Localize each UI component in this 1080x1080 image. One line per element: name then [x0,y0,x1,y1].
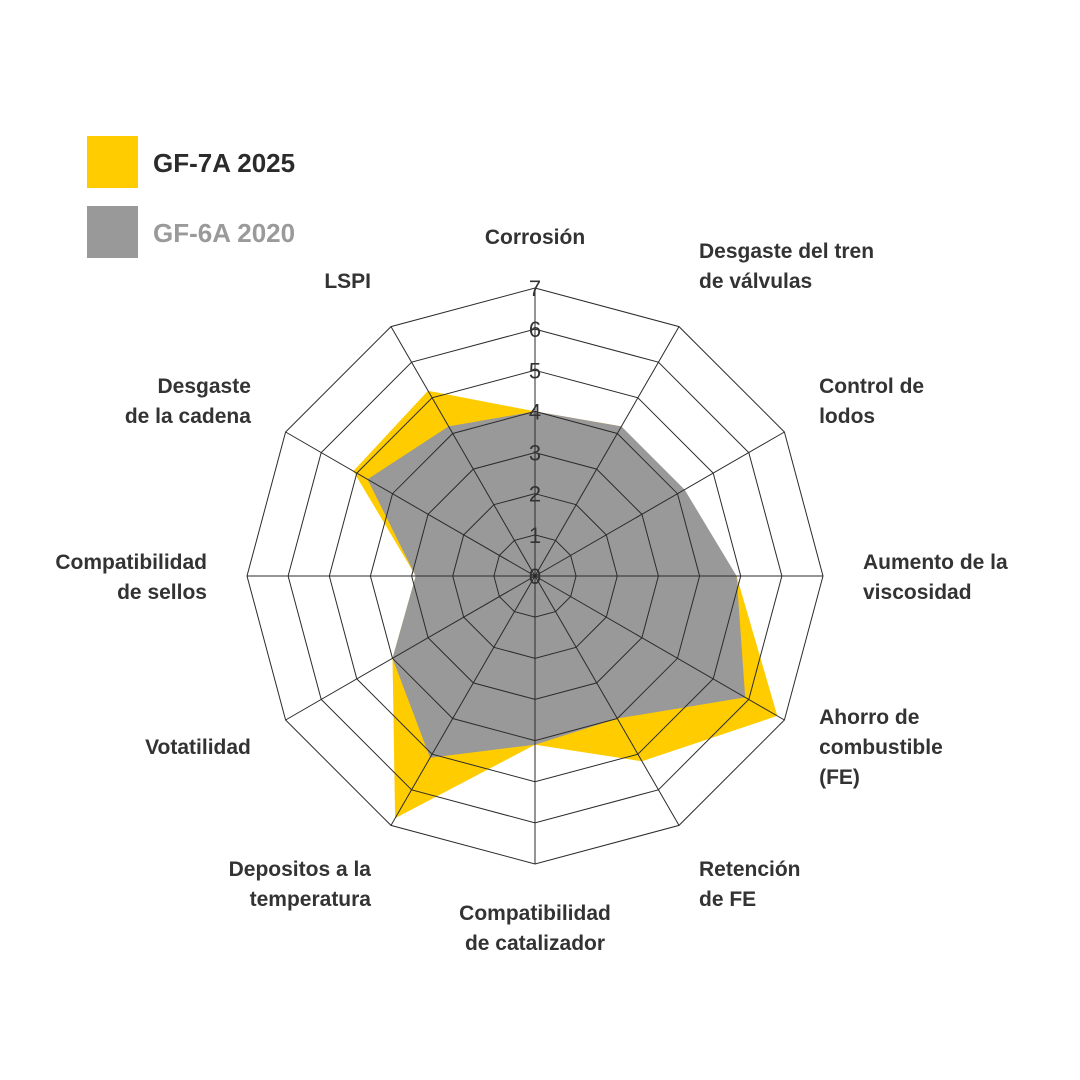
axis-label-4-line-1: combustible [819,736,943,759]
axis-label-0: Corrosión [485,226,585,249]
tick-label-7: 7 [529,276,541,301]
axis-label-9-line-0: Compatibilidad [55,551,207,574]
axis-label-11-line-0: LSPI [324,270,371,293]
axis-label-8-line-0: Votatilidad [145,736,251,759]
axis-spoke-11 [390,326,536,577]
axis-label-1-line-1: de válvulas [699,270,812,293]
axis-spoke-1 [534,326,680,577]
series-layer [353,390,778,819]
tick-layer: 0 1 2 3 4 5 6 7 [529,276,541,589]
axis-label-4-line-0: Ahorro de [819,706,919,729]
axis-label-3: Aumento de la viscosidad [863,551,1008,604]
axis-spoke-5 [534,575,680,826]
tick-label-6: 6 [529,317,541,342]
axis-label-layer: Corrosión Desgaste del tren de válvulas Con… [55,226,1008,955]
series-area-1 [367,411,746,758]
axis-label-7-line-1: temperatura [250,888,372,911]
axis-label-2-line-0: Control de [819,375,924,398]
legend-label-0: GF-7A 2025 [153,148,295,178]
axis-label-5-line-0: Retención [699,858,801,881]
tick-label-4: 4 [529,399,541,424]
axis-label-2: Control de lodos [819,375,924,428]
axis-label-7: Depositos a la temperatura [229,858,372,911]
tick-label-5: 5 [529,358,541,383]
legend-label-1: GF-6A 2020 [153,218,295,248]
tick-label-0: 0 [529,564,541,589]
axis-label-9-line-1: de sellos [117,581,207,604]
axis-label-5: Retención de FE [699,858,801,911]
axis-label-3-line-0: Aumento de la [863,551,1008,574]
axis-label-4: Ahorro de combustible (FE) [819,706,943,789]
axis-label-11: LSPI [324,270,371,293]
grid-layer [246,287,824,865]
axis-spoke-7 [390,575,536,826]
axis-label-10: Desgaste de la cadena [125,375,251,428]
axis-label-6: Compatibilidad de catalizador [459,902,611,955]
axis-label-3-line-1: viscosidad [863,581,972,604]
axis-spoke-4 [534,575,785,721]
axis-label-6-line-0: Compatibilidad [459,902,611,925]
legend: GF-7A 2025 GF-6A 2020 [87,136,295,258]
axis-label-10-line-1: de la cadena [125,405,251,428]
axis-spoke-10 [285,431,536,577]
tick-label-1: 1 [529,523,541,548]
axis-label-1-line-0: Desgaste del tren [699,240,874,263]
axis-spoke-2 [534,431,785,577]
axis-label-10-line-0: Desgaste [158,375,251,398]
axis-label-5-line-1: de FE [699,888,756,911]
axis-label-7-line-0: Depositos a la [229,858,372,881]
axis-label-9: Compatibilidad de sellos [55,551,207,604]
axis-spoke-8 [285,575,536,721]
legend-swatch-0 [87,136,138,188]
axis-label-8: Votatilidad [145,736,251,759]
axis-label-2-line-1: lodos [819,405,875,428]
axis-label-4-line-2: (FE) [819,766,860,789]
axis-label-6-line-1: de catalizador [465,932,605,955]
legend-swatch-1 [87,206,138,258]
tick-label-3: 3 [529,441,541,466]
axis-label-1: Desgaste del tren de válvulas [699,240,874,293]
axis-label-0-line-0: Corrosión [485,226,585,249]
tick-label-2: 2 [529,482,541,507]
